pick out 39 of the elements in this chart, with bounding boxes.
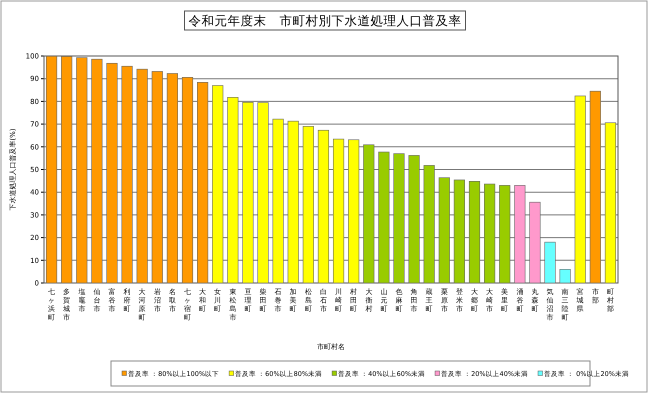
bar (197, 82, 208, 284)
bar (257, 102, 269, 284)
bar (76, 57, 88, 284)
bar (46, 56, 58, 284)
bar (302, 126, 314, 284)
bar (121, 66, 133, 284)
bar (182, 77, 194, 284)
bar (318, 130, 330, 284)
bar (332, 138, 344, 284)
bar (152, 71, 163, 284)
bar (454, 180, 465, 284)
bar (438, 177, 450, 284)
bar (544, 242, 556, 284)
bar (61, 56, 72, 284)
bar (136, 68, 148, 284)
bar (499, 185, 510, 284)
bar (560, 269, 571, 284)
chart-title: 令和元年度末 市町村別下水道処理人口普及率 (188, 13, 462, 28)
bar (242, 102, 254, 284)
bar (227, 97, 238, 284)
bar (348, 139, 360, 284)
bar (166, 73, 178, 284)
bar (106, 62, 118, 284)
bar (393, 153, 405, 284)
bar (484, 184, 496, 284)
bar (529, 202, 541, 284)
bar (590, 90, 601, 284)
bar (574, 96, 586, 284)
bar (288, 120, 299, 284)
bar (514, 185, 526, 284)
bar (408, 155, 420, 284)
bar (212, 85, 224, 284)
bar (272, 118, 284, 284)
bar (604, 122, 616, 284)
bar (91, 58, 102, 284)
bar (378, 152, 390, 284)
bar (363, 144, 374, 284)
bar (468, 181, 480, 284)
bar (424, 165, 435, 284)
